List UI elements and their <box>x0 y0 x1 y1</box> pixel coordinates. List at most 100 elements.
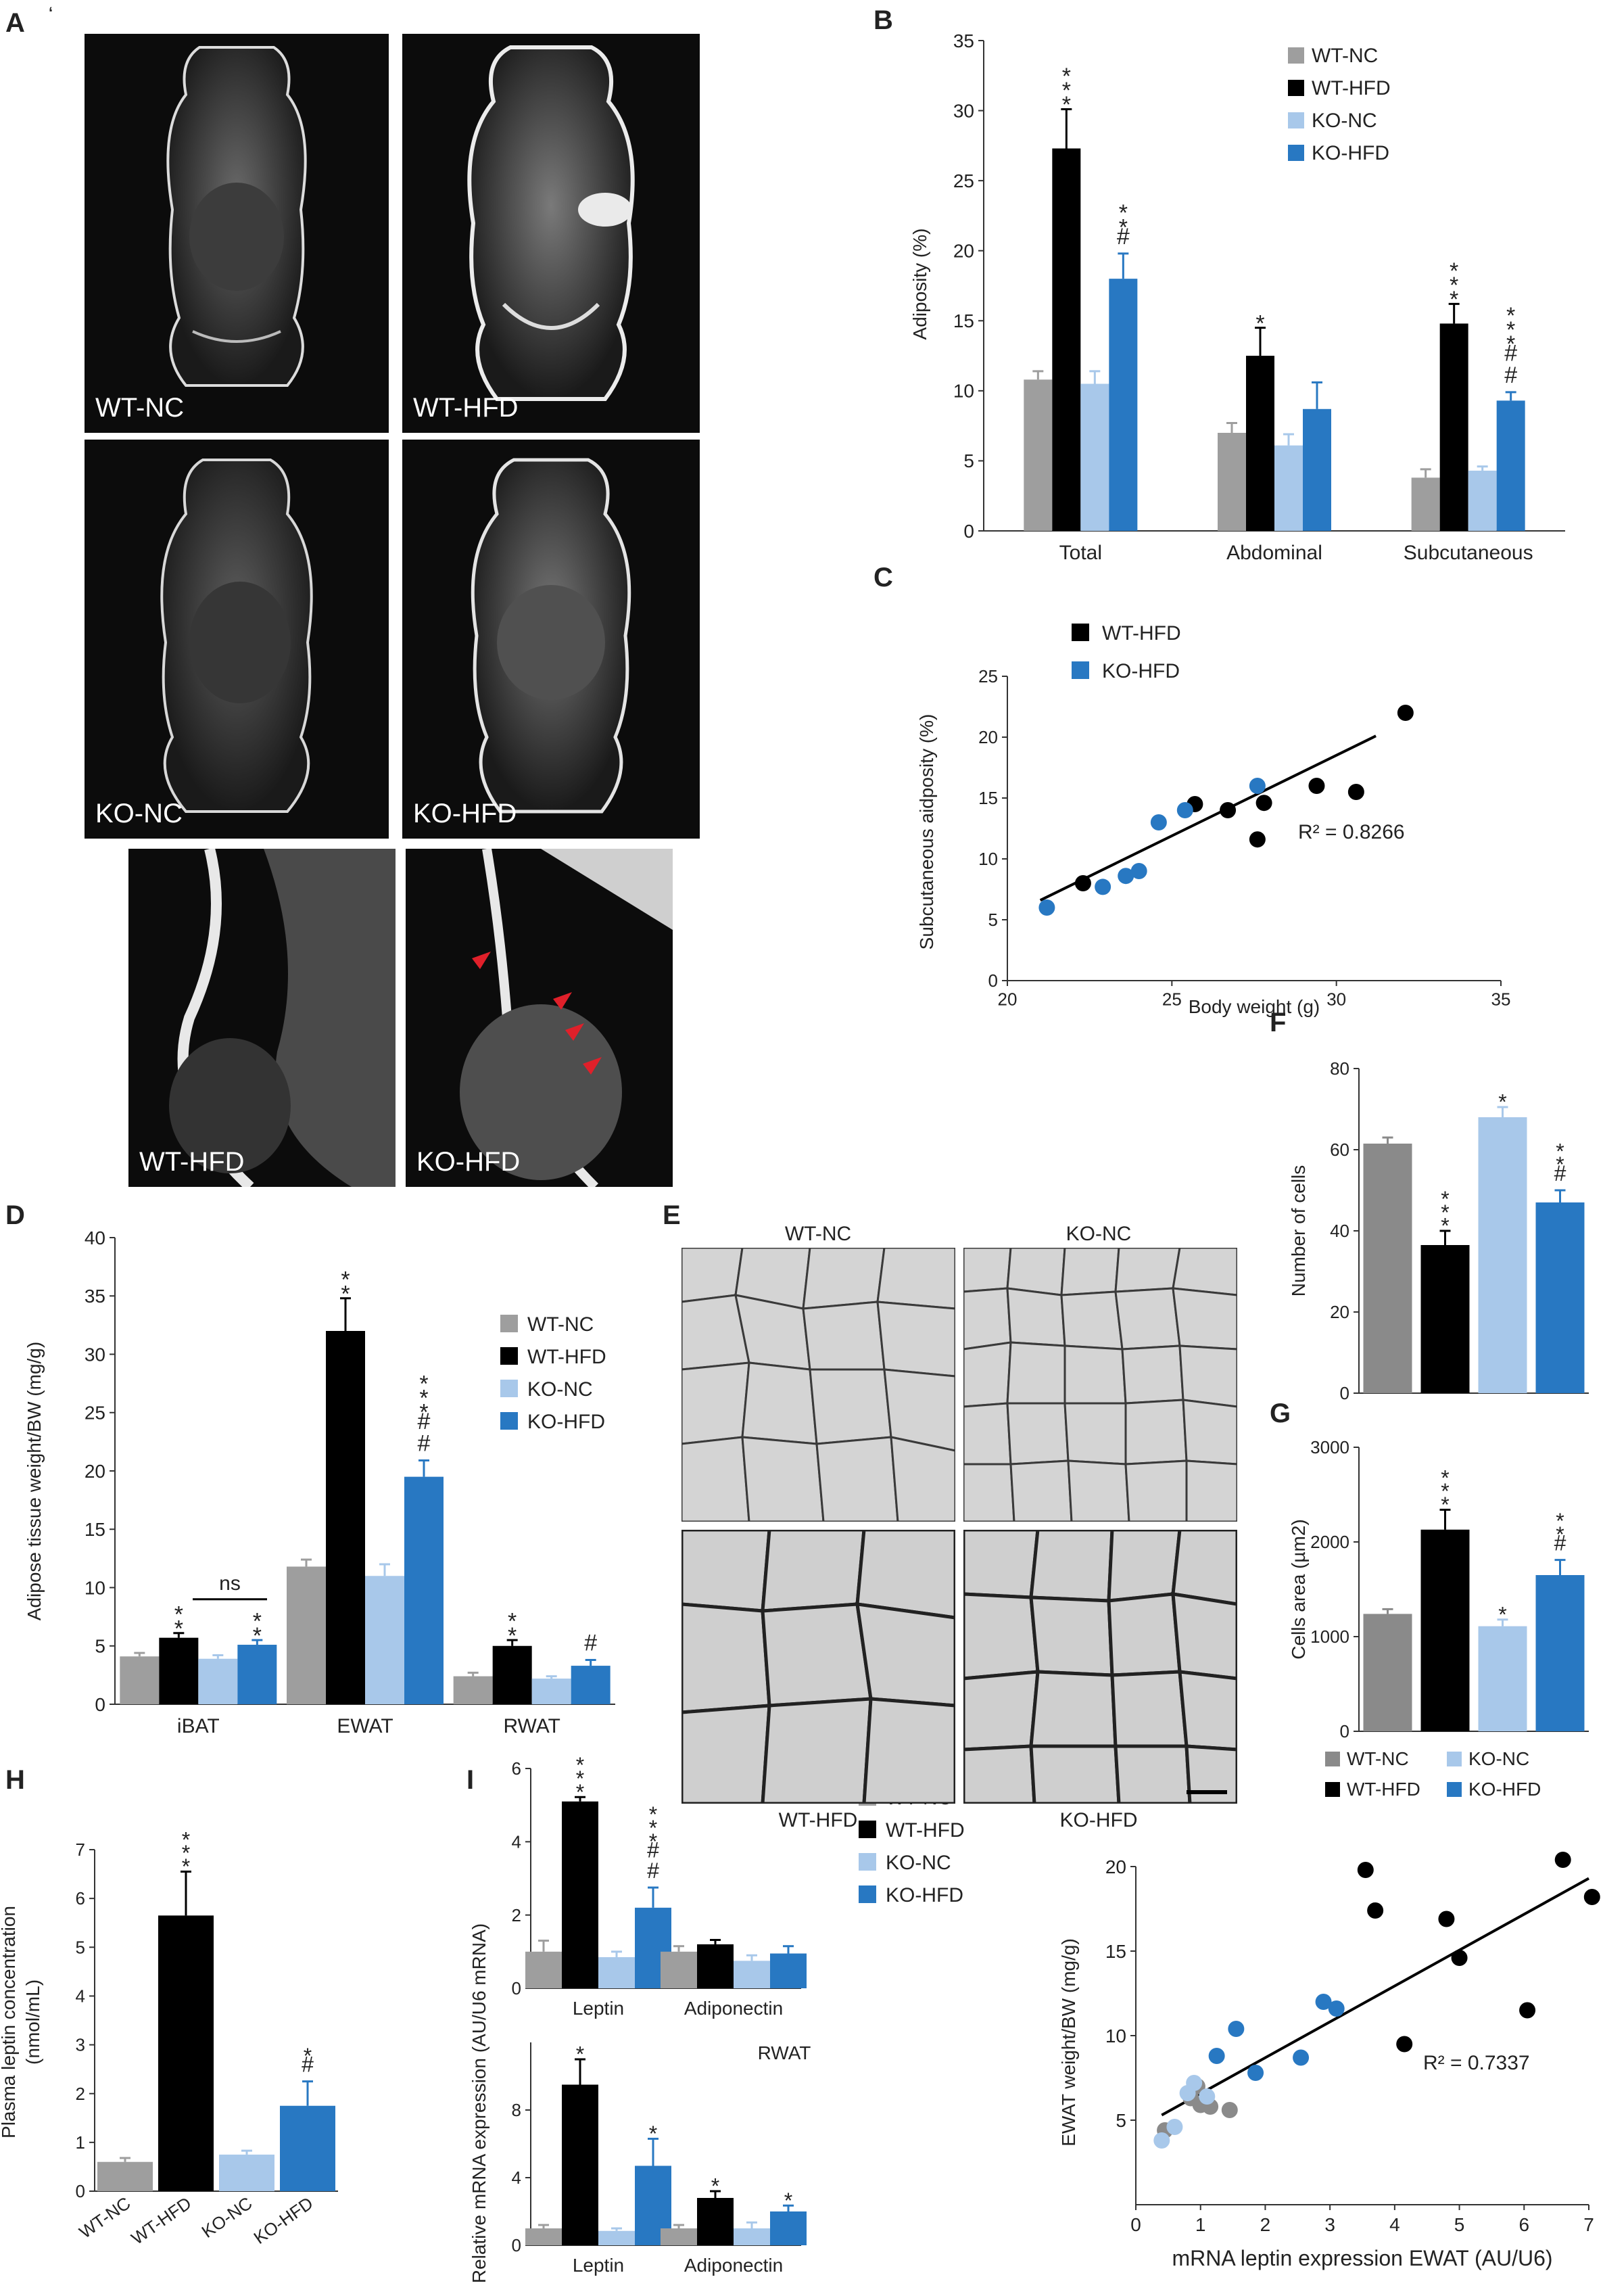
scatter-point <box>1221 2102 1238 2118</box>
legend-label: WT-NC <box>527 1313 594 1336</box>
x-tick-label: 7 <box>1583 2214 1594 2235</box>
x-tick-label: 25 <box>1162 989 1182 1009</box>
y-axis-title-line2: (nmol/mL) <box>22 1979 43 2065</box>
y-tick-label: 6 <box>512 1758 521 1779</box>
mri-zoom-tissue <box>460 849 673 1187</box>
x-category-label: Adiponectin <box>684 2255 783 2276</box>
significance-mark: # <box>584 1630 597 1656</box>
scatter-point <box>1554 1852 1571 1868</box>
bar <box>697 1944 734 1988</box>
x-tick-label: 2 <box>1260 2214 1271 2235</box>
chart-b-adiposity: 05101520253035***#**Total*Abdominal***##… <box>909 30 1565 564</box>
significance-mark: * <box>1441 1200 1449 1225</box>
bar <box>661 2228 697 2245</box>
legend-swatch <box>1288 80 1304 96</box>
legend-label: KO-HFD <box>1312 142 1389 164</box>
significance-mark: * <box>508 1623 517 1649</box>
bar <box>159 1637 199 1704</box>
significance-mark: * <box>419 1371 428 1397</box>
significance-mark: * <box>1255 310 1264 336</box>
y-tick-label: 5 <box>1116 2110 1126 2131</box>
significance-mark: * <box>253 1623 262 1649</box>
legend-swatch <box>859 1853 876 1871</box>
scatter-point <box>1396 2036 1413 2053</box>
mri-zoom-label-wt-hfd: WT-HFD <box>139 1147 245 1177</box>
r-squared-annotation: R² = 0.8266 <box>1298 821 1405 843</box>
bar <box>1420 1245 1470 1393</box>
panel-c-letter: C <box>874 563 893 592</box>
mri-body-silhouette <box>471 458 631 814</box>
chart-j-scatter: 5 10 15 20 0 1 2 3 4 5 6 7 mRNA leptin expression EW… <box>1058 1852 1600 2270</box>
y-axis-title: Adiposity (%) <box>909 229 930 340</box>
mri-label-wt-hfd: WT-HFD <box>413 393 519 423</box>
scatter-point <box>1130 863 1147 879</box>
bar <box>326 1331 365 1704</box>
significance-mark: * <box>576 1780 584 1804</box>
red-arrow-icon <box>472 952 491 969</box>
significance-mark: # <box>1504 341 1517 367</box>
bar <box>525 2228 562 2245</box>
y-tick-label: 0 <box>963 521 974 542</box>
legend-label: WT-HFD <box>527 1346 606 1368</box>
scatter-point <box>1095 878 1111 895</box>
legend-label: KO-NC <box>1312 110 1377 132</box>
y-tick-label: 3000 <box>1310 1437 1349 1457</box>
scatter-point <box>1315 1994 1332 2010</box>
red-arrow-icon <box>583 1057 602 1075</box>
x-tick-label: 4 <box>1389 2214 1400 2235</box>
scatter-point <box>1153 2132 1170 2149</box>
significance-mark: * <box>182 1827 190 1852</box>
scatter-point <box>1150 814 1167 830</box>
significance-mark: * <box>304 2044 312 2068</box>
significance-mark: * <box>1450 273 1458 298</box>
x-axis-title: Body weight (g) <box>1189 996 1320 1017</box>
panel-e-letter: E <box>663 1200 681 1230</box>
significance-mark: * <box>419 1385 428 1411</box>
scatter-point <box>1220 802 1237 818</box>
legend-label: KO-NC <box>1468 1748 1529 1769</box>
panel-f-letter: F <box>1270 1008 1287 1037</box>
bar <box>571 1666 611 1704</box>
significance-mark: * <box>508 1609 517 1635</box>
y-axis-title-line1: Plasma leptin concentration <box>0 1906 19 2138</box>
x-category-label: Subcutaneous <box>1404 542 1533 564</box>
legend-swatch <box>500 1380 518 1397</box>
y-tick-label: 5 <box>988 910 998 930</box>
significance-mark: * <box>1506 331 1515 357</box>
bar <box>492 1645 532 1704</box>
x-axis-title: mRNA leptin expression EWAT (AU/U6) <box>1172 2246 1552 2270</box>
trendline <box>1161 1877 1589 2117</box>
bar <box>734 1961 770 1988</box>
bar <box>1109 279 1138 531</box>
significance-mark: * <box>649 2122 657 2146</box>
significance-mark: * <box>649 1802 657 1827</box>
y-tick-label: 0 <box>512 2235 521 2255</box>
histo-label-ko-nc: KO-NC <box>1066 1223 1132 1245</box>
y-tick-label: 20 <box>978 727 998 747</box>
bar <box>1535 1575 1585 1731</box>
bar <box>280 2105 335 2191</box>
y-tick-label: 25 <box>85 1403 105 1424</box>
significance-mark: * <box>341 1281 350 1307</box>
significance-mark: * <box>174 1601 183 1627</box>
y-axis-title: Cells area (µm2) <box>1288 1519 1309 1660</box>
bar <box>770 2211 807 2245</box>
bar <box>219 2154 274 2191</box>
legend-label: WT-HFD <box>1312 77 1391 99</box>
mri-label-ko-nc: KO-NC <box>95 799 183 828</box>
histology-ko-nc <box>963 1248 1237 1522</box>
significance-mark: * <box>1450 287 1458 312</box>
significance-mark: * <box>1441 1187 1449 1211</box>
bar <box>1363 1614 1412 1731</box>
legend-label: WT-HFD <box>1102 622 1181 645</box>
bar <box>237 1645 277 1704</box>
legend-swatch <box>1325 1752 1340 1766</box>
bar <box>1420 1529 1470 1731</box>
significance-mark: * <box>1498 1090 1506 1115</box>
panel-h-letter: H <box>5 1765 25 1795</box>
y-tick-label: 40 <box>1330 1221 1349 1241</box>
significance-mark: * <box>784 2188 792 2213</box>
significance-mark: # <box>418 1409 431 1434</box>
red-arrow-icon <box>553 992 572 1010</box>
